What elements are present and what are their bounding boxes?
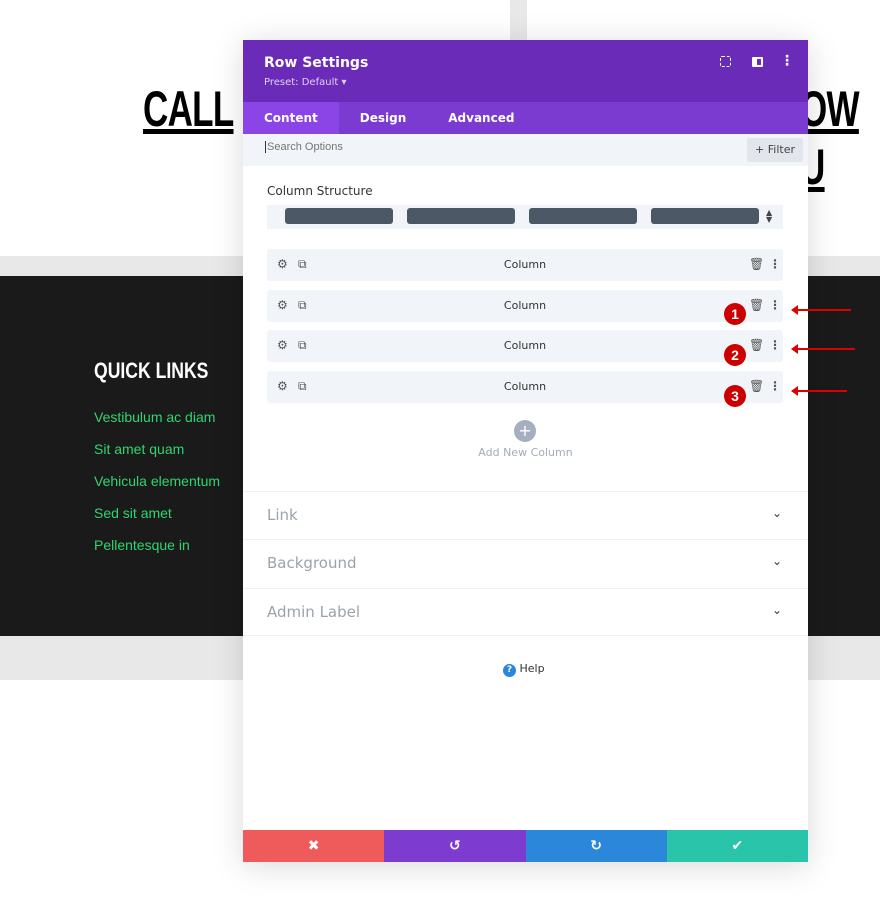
help-icon: ?	[503, 664, 516, 677]
column-label: Column	[503, 258, 547, 271]
structure-block	[529, 208, 637, 224]
structure-block	[407, 208, 515, 224]
annotation-badge: 2	[724, 344, 746, 366]
quick-link[interactable]: Pellentesque in	[94, 537, 190, 553]
column-label: Column	[503, 299, 547, 312]
undo-button[interactable]: ↺	[384, 830, 526, 862]
more-icon[interactable]: ⋮	[769, 298, 781, 312]
more-icon[interactable]: ⋮	[769, 379, 781, 393]
structure-block	[285, 208, 393, 224]
column-item[interactable]: ⚙ ⧉ Column 🗑 ⋮	[267, 290, 783, 322]
annotation-arrow	[791, 386, 847, 396]
gear-icon[interactable]: ⚙	[277, 379, 288, 393]
section-background[interactable]: Background ⌄	[243, 539, 808, 587]
column-label: Column	[503, 380, 547, 393]
section-label: Admin Label	[267, 603, 361, 621]
quick-link[interactable]: Sed sit amet	[94, 505, 172, 521]
fullscreen-icon[interactable]	[720, 56, 731, 67]
structure-block	[651, 208, 759, 224]
modal-header: Row Settings Preset: Default ▾ ⋮	[243, 40, 808, 102]
gear-icon[interactable]: ⚙	[277, 298, 288, 312]
bg-divider	[510, 0, 527, 40]
section-label: Background	[267, 554, 357, 572]
gear-icon[interactable]: ⚙	[277, 257, 288, 271]
column-structure-select[interactable]: ▲ ▼	[267, 205, 783, 229]
column-structure-label: Column Structure	[267, 184, 373, 198]
column-item[interactable]: ⚙ ⧉ Column 🗑 ⋮	[267, 371, 783, 403]
section-admin-label[interactable]: Admin Label ⌄	[243, 588, 808, 636]
column-item[interactable]: ⚙ ⧉ Column 🗑 ⋮	[267, 249, 783, 281]
trash-icon[interactable]: 🗑	[749, 298, 765, 312]
bg-heading-right: OW U	[800, 81, 860, 195]
quick-links-title: QUICK LINKS	[94, 358, 209, 383]
preset-dropdown[interactable]: Preset: Default ▾	[264, 77, 347, 88]
duplicate-icon[interactable]: ⧉	[298, 338, 307, 352]
tab-content[interactable]: Content	[243, 102, 339, 134]
search-bar: + Filter	[243, 134, 808, 166]
duplicate-icon[interactable]: ⧉	[298, 257, 307, 271]
annotation-arrow	[791, 344, 855, 354]
quick-link[interactable]: Vehicula elementum	[94, 473, 221, 489]
bg-heading-left: CALL	[143, 81, 234, 137]
tab-design[interactable]: Design	[359, 111, 407, 125]
row-settings-modal: Row Settings Preset: Default ▾ ⋮ Content…	[243, 40, 808, 862]
help-label: Help	[519, 662, 545, 675]
trash-icon[interactable]: 🗑	[749, 257, 765, 271]
annotation-badge: 3	[724, 385, 746, 407]
split-view-icon[interactable]	[752, 57, 763, 67]
trash-icon[interactable]: 🗑	[749, 338, 765, 352]
redo-button[interactable]: ↻	[525, 830, 667, 862]
column-item[interactable]: ⚙ ⧉ Column 🗑 ⋮	[267, 330, 783, 362]
gear-icon[interactable]: ⚙	[277, 338, 288, 352]
section-label: Link	[267, 506, 298, 524]
duplicate-icon[interactable]: ⧉	[298, 298, 307, 312]
tab-bar: Content Design Advanced	[243, 102, 808, 134]
more-icon[interactable]: ⋮	[769, 338, 781, 352]
column-label: Column	[503, 339, 547, 352]
annotation-arrow	[791, 305, 851, 315]
annotation-badge: 1	[724, 303, 746, 325]
trash-icon[interactable]: 🗑	[749, 379, 765, 393]
help-link[interactable]: ? Help	[503, 662, 545, 677]
select-arrows-icon: ▲ ▼	[766, 208, 773, 224]
cancel-button[interactable]: ✖	[243, 830, 385, 862]
save-button[interactable]: ✔	[666, 830, 808, 862]
add-column-label[interactable]: Add New Column	[478, 446, 573, 459]
chevron-down-icon: ⌄	[771, 506, 782, 520]
filter-button[interactable]: + Filter	[747, 138, 803, 162]
more-options-icon[interactable]: ⋮	[780, 53, 794, 69]
tab-advanced[interactable]: Advanced	[448, 111, 515, 125]
modal-title: Row Settings	[264, 55, 369, 71]
quick-link[interactable]: Sit amet quam	[94, 441, 185, 457]
more-icon[interactable]: ⋮	[769, 257, 781, 271]
duplicate-icon[interactable]: ⧉	[298, 379, 307, 393]
chevron-down-icon: ⌄	[771, 554, 782, 568]
search-input[interactable]	[265, 141, 665, 153]
add-column-button[interactable]: +	[514, 420, 536, 442]
quick-link[interactable]: Vestibulum ac diam	[94, 409, 216, 425]
section-link[interactable]: Link ⌄	[243, 491, 808, 539]
chevron-down-icon: ⌄	[771, 603, 782, 617]
